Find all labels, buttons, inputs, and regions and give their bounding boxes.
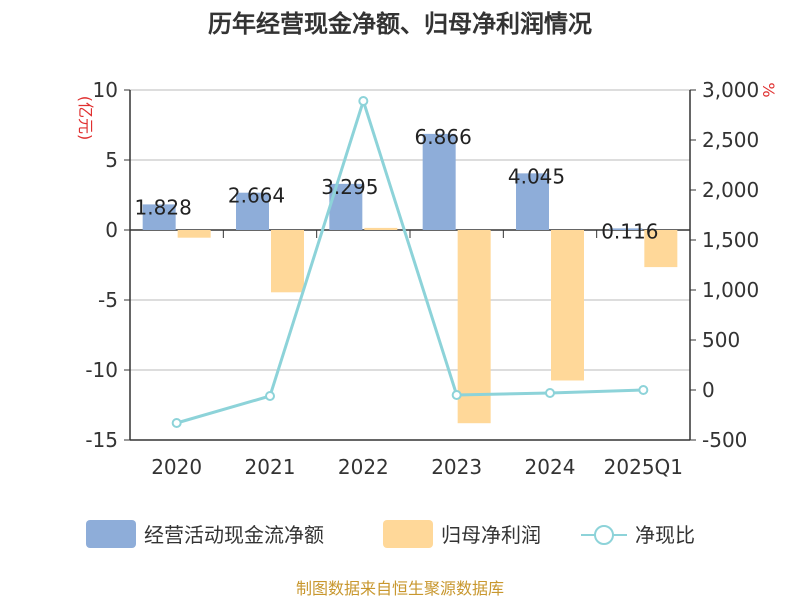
ratio-line (171, 96, 649, 428)
left-tick-label: 10 (93, 78, 118, 102)
left-axis-unit: (亿元) (76, 96, 95, 141)
ratio-point (545, 388, 555, 398)
right-axis-unit: % (759, 82, 778, 97)
x-tick-label: 2025Q1 (604, 455, 683, 479)
bar-cashflow (142, 204, 176, 230)
ratio-point (265, 391, 275, 401)
bar-profit (177, 230, 211, 238)
bar-profit (457, 230, 491, 424)
data-labels: 1.828 2.664 3.295 6.866 4.045 0.116 (135, 125, 659, 244)
bar-profit (364, 227, 398, 230)
right-tick-label: 2,500 (702, 128, 759, 152)
legend-swatch-profit[interactable] (383, 520, 433, 548)
bar-cashflow (516, 173, 549, 230)
right-tick-label: 2,000 (702, 178, 759, 202)
chart-title: 历年经营现金净额、归母净利润情况 (208, 10, 592, 38)
x-tick-label: 2022 (338, 455, 389, 479)
ratio-point (451, 390, 462, 400)
bar-profit (644, 230, 678, 268)
data-label-cashflow: 1.828 (135, 195, 192, 219)
x-tick-label: 2024 (525, 455, 576, 479)
bar-cashflow (422, 133, 456, 230)
gridlines (130, 89, 690, 441)
bars (142, 133, 678, 424)
right-tick-label: -500 (702, 428, 747, 452)
bar-cashflow (236, 192, 269, 230)
right-tick-label: 3,000 (702, 78, 759, 102)
left-tick-label: 0 (105, 218, 118, 242)
right-tick-label: 500 (702, 328, 740, 352)
x-tick-label: 2021 (245, 455, 296, 479)
left-tick-label: -15 (85, 428, 118, 452)
left-tick-label: -10 (85, 358, 118, 382)
data-label-cashflow: 3.295 (321, 175, 378, 199)
left-tick-label: -5 (98, 288, 118, 312)
bar-profit (551, 230, 584, 381)
legend-label-profit[interactable]: 归母净利润 (441, 523, 541, 547)
bar-profit (271, 230, 304, 293)
axes: 10 5 0 -5 -10 -15 3,000 2,500 2,000 1,500 1,000 500… (85, 78, 759, 479)
right-tick-label: 1,000 (702, 278, 759, 302)
bar-cashflow (609, 228, 643, 230)
ratio-line-path (176, 96, 644, 425)
x-tick-label: 2020 (151, 455, 202, 479)
source-note: 制图数据来自恒生聚源数据库 (296, 579, 504, 598)
ratio-point (358, 96, 369, 106)
data-label-cashflow: 4.045 (508, 164, 565, 188)
ratio-point (171, 418, 182, 428)
left-tick-label: 5 (105, 148, 118, 172)
legend-label-ratio[interactable]: 净现比 (635, 523, 695, 547)
x-tick-label: 2023 (431, 455, 482, 479)
legend-swatch-ratio[interactable] (581, 525, 627, 545)
legend-label-cashflow[interactable]: 经营活动现金流净额 (144, 523, 324, 547)
legend-swatch-cashflow[interactable] (86, 520, 136, 548)
legend: 经营活动现金流净额 归母净利润 净现比 (86, 520, 695, 548)
data-label-cashflow: 0.116 (601, 219, 658, 243)
right-tick-label: 1,500 (702, 228, 759, 252)
data-label-cashflow: 2.664 (228, 184, 285, 208)
data-label-cashflow: 6.866 (415, 125, 472, 149)
right-tick-label: 0 (702, 378, 715, 402)
ratio-point (638, 385, 649, 395)
